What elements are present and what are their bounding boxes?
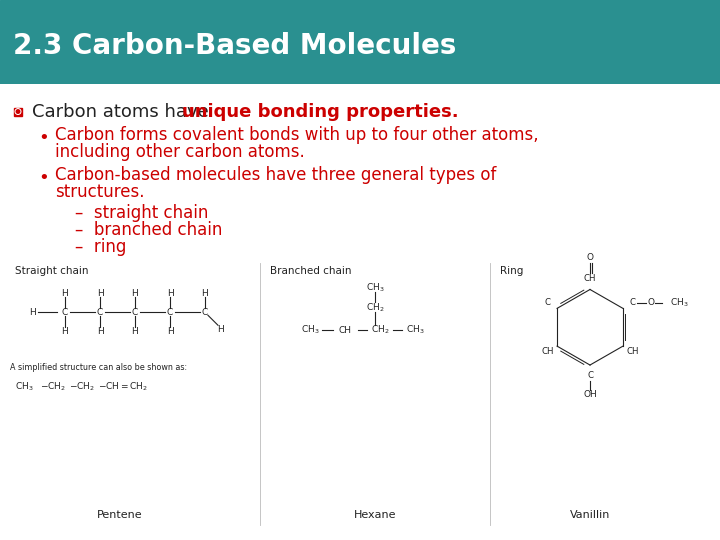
Text: Carbon forms covalent bonds with up to four other atoms,: Carbon forms covalent bonds with up to f… [55, 126, 539, 144]
Text: CH: CH [338, 326, 351, 335]
Text: CH$_2$: CH$_2$ [366, 301, 384, 314]
Text: Carbon-based molecules have three general types of: Carbon-based molecules have three genera… [55, 166, 496, 184]
Text: $-$CH$_2$: $-$CH$_2$ [40, 381, 66, 393]
Text: C: C [202, 308, 208, 317]
Text: H: H [132, 289, 138, 298]
Text: H: H [166, 289, 174, 298]
Text: C: C [587, 372, 593, 381]
Text: H: H [96, 327, 104, 336]
Text: CH$_3$: CH$_3$ [366, 281, 384, 294]
Text: Hexane: Hexane [354, 510, 396, 520]
Text: CH$_3$: CH$_3$ [405, 324, 424, 336]
Text: –  branched chain: – branched chain [75, 221, 222, 239]
Text: CH: CH [584, 274, 596, 283]
Circle shape [17, 110, 19, 113]
Text: C: C [629, 299, 636, 307]
Text: H: H [202, 289, 208, 298]
Text: O: O [587, 253, 593, 262]
Text: –  straight chain: – straight chain [75, 204, 208, 222]
Text: Carbon atoms have: Carbon atoms have [32, 103, 215, 120]
Text: C: C [97, 308, 103, 317]
Text: H: H [166, 327, 174, 336]
Text: C: C [544, 299, 551, 307]
Text: $-$CH$=$CH$_2$: $-$CH$=$CH$_2$ [98, 381, 148, 393]
Text: Branched chain: Branched chain [270, 266, 351, 275]
Text: C: C [62, 308, 68, 317]
Text: A simplified structure can also be shown as:: A simplified structure can also be shown… [10, 362, 187, 372]
Bar [14, 107, 22, 116]
Text: CH$_3$: CH$_3$ [670, 296, 689, 309]
Text: including other carbon atoms.: including other carbon atoms. [55, 143, 305, 161]
Text: CH: CH [541, 347, 554, 356]
Text: •: • [38, 169, 49, 187]
Text: H: H [62, 289, 68, 298]
Text: C: C [132, 308, 138, 317]
Text: structures.: structures. [55, 183, 145, 201]
Text: Vanillin: Vanillin [570, 510, 610, 520]
Text: unique bonding properties.: unique bonding properties. [182, 103, 459, 120]
Text: C: C [167, 308, 173, 317]
Text: H: H [62, 327, 68, 336]
Text: Ring: Ring [500, 266, 523, 275]
Text: –  ring: – ring [75, 238, 127, 256]
Text: H: H [30, 308, 37, 317]
Text: O: O [648, 299, 655, 307]
Text: •: • [38, 130, 49, 147]
Text: OH: OH [583, 390, 597, 400]
Text: $-$CH$_2$: $-$CH$_2$ [69, 381, 95, 393]
Text: CH$_3$: CH$_3$ [301, 324, 319, 336]
Text: H: H [217, 325, 225, 334]
Text: CH: CH [626, 347, 639, 356]
Text: CH$_3$: CH$_3$ [15, 381, 34, 393]
Text: H: H [96, 289, 104, 298]
Text: Pentene: Pentene [97, 510, 143, 520]
Text: 2.3 Carbon-Based Molecules: 2.3 Carbon-Based Molecules [13, 32, 456, 60]
Circle shape [15, 109, 21, 114]
Text: Straight chain: Straight chain [15, 266, 89, 275]
Text: H: H [132, 327, 138, 336]
Text: CH$_2$: CH$_2$ [371, 324, 390, 336]
